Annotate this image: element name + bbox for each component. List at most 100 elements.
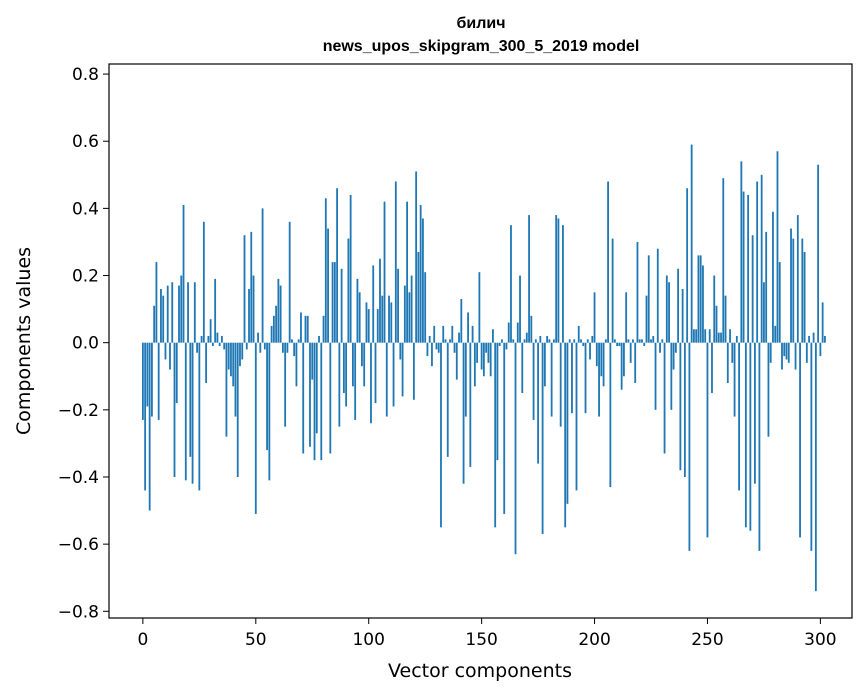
bar-13	[171, 282, 174, 343]
bar-121	[415, 171, 418, 343]
bar-89	[342, 342, 345, 394]
bar-79	[320, 342, 323, 461]
bar-193	[577, 325, 580, 343]
bar-96	[358, 292, 361, 343]
bar-52	[259, 342, 262, 353]
bar-226	[652, 335, 655, 343]
bar-99	[365, 302, 368, 343]
bar-209	[613, 339, 616, 343]
bar-43	[239, 342, 241, 367]
bar-91	[347, 238, 350, 343]
bar-154	[489, 342, 492, 377]
bar-155	[492, 329, 494, 343]
bar-252	[711, 342, 713, 394]
bar-70	[300, 312, 302, 343]
chart-subtitle: news_upos_skipgram_300_5_2019 model	[323, 38, 640, 55]
bar-98	[363, 342, 366, 387]
bar-68	[295, 342, 298, 387]
y-axis-label: Components values	[13, 247, 35, 435]
bar-151	[482, 342, 485, 377]
bar-75	[311, 342, 314, 380]
bar-291	[799, 342, 801, 538]
bar-237	[677, 268, 680, 343]
bar-228	[656, 248, 659, 343]
bar-47	[248, 288, 250, 343]
bar-127	[428, 335, 431, 343]
bar-31	[211, 342, 214, 347]
bar-9	[162, 295, 165, 343]
bar-152	[485, 342, 488, 353]
bar-295	[808, 335, 810, 343]
bar-242	[688, 342, 691, 551]
bar-48	[250, 231, 253, 343]
bar-87	[338, 342, 341, 427]
bar-189	[568, 339, 571, 343]
bar-0	[141, 342, 144, 420]
bar-101	[370, 342, 372, 424]
bar-65	[288, 221, 291, 343]
x-tick-label: 100	[352, 630, 384, 650]
bar-181	[550, 342, 553, 417]
bar-233	[668, 282, 670, 343]
bar-28	[205, 342, 208, 383]
bar-207	[609, 342, 612, 488]
bar-100	[367, 309, 370, 343]
bar-282	[778, 262, 781, 343]
bar-85	[333, 262, 336, 343]
bar-201	[595, 342, 598, 367]
bar-12	[169, 342, 171, 370]
bar-198	[589, 342, 591, 360]
bar-125	[424, 272, 427, 343]
bar-208	[611, 238, 614, 343]
bar-66	[291, 339, 293, 343]
bar-247	[699, 255, 702, 343]
bar-196	[584, 342, 587, 414]
bar-80	[322, 315, 325, 343]
bar-230	[661, 339, 664, 343]
bar-192	[575, 342, 578, 491]
bar-139	[455, 342, 458, 380]
bar-200	[593, 292, 596, 343]
bar-117	[406, 201, 409, 343]
bar-93	[352, 342, 354, 387]
bar-88	[340, 268, 343, 343]
bar-69	[297, 339, 300, 343]
bar-173	[532, 342, 535, 420]
bar-94	[354, 342, 357, 420]
bar-156	[494, 342, 497, 528]
bar-15	[175, 342, 178, 404]
bar-167	[519, 275, 521, 343]
bar-218	[634, 342, 637, 383]
bar-190	[571, 342, 573, 414]
bar-24	[196, 342, 198, 353]
bar-267	[744, 342, 747, 528]
bar-231	[663, 342, 666, 454]
bar-105	[379, 258, 381, 343]
bar-246	[697, 255, 700, 343]
bar-204	[602, 342, 605, 387]
bar-53	[261, 208, 264, 343]
x-tick-label: 200	[578, 630, 610, 650]
bar-272	[756, 181, 759, 343]
bar-298	[814, 342, 817, 592]
bar-19	[184, 342, 187, 481]
bar-163	[510, 225, 512, 343]
bar-42	[236, 342, 239, 477]
bar-20	[187, 282, 189, 343]
bar-251	[708, 329, 711, 343]
bar-110	[390, 302, 393, 343]
bar-104	[376, 309, 379, 343]
bar-199	[591, 335, 594, 343]
bar-134	[444, 339, 447, 343]
bar-222	[643, 342, 646, 347]
bar-71	[302, 342, 305, 454]
bar-141	[460, 299, 463, 343]
bar-143	[464, 342, 467, 417]
bar-111	[392, 342, 395, 407]
bar-234	[670, 342, 673, 410]
bar-49	[252, 275, 255, 343]
x-tick-label: 250	[691, 630, 723, 650]
bar-39	[230, 342, 232, 377]
